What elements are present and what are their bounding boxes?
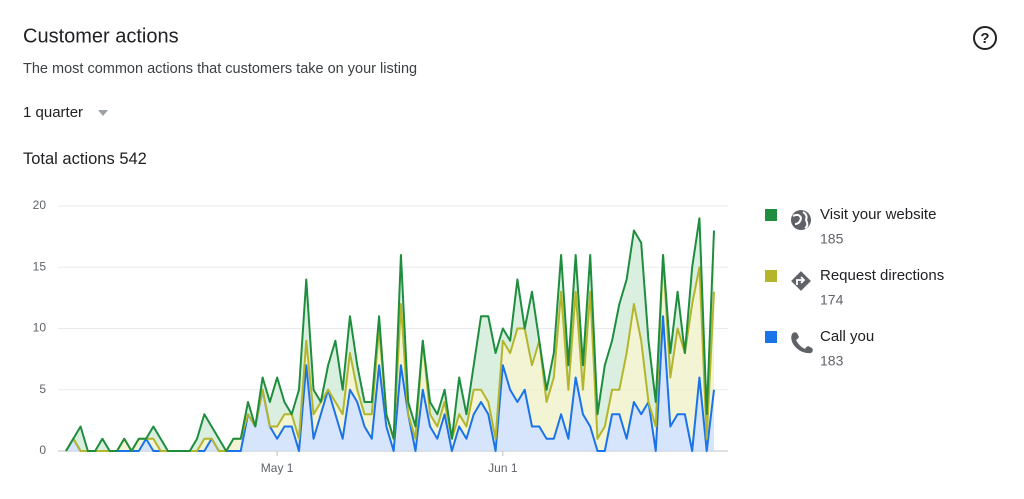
legend-total: 174 bbox=[820, 292, 844, 308]
help-icon[interactable]: ? bbox=[973, 26, 997, 50]
title: Customer actions bbox=[23, 25, 179, 47]
legend-item[interactable]: Call you 183 bbox=[765, 328, 874, 369]
legend-total: 185 bbox=[820, 231, 844, 247]
legend-total: 183 bbox=[820, 353, 844, 369]
legend-label: Visit your website bbox=[820, 206, 936, 223]
help-mark[interactable]: ? bbox=[980, 30, 989, 47]
legend-icons bbox=[791, 210, 813, 354]
series-line bbox=[65, 217, 715, 452]
legend-swatch bbox=[765, 209, 777, 221]
legend-item[interactable]: Request directions 174 bbox=[765, 267, 944, 308]
legend-swatch bbox=[765, 331, 777, 343]
phone-icon bbox=[791, 332, 813, 354]
legend-swatch bbox=[765, 270, 777, 282]
y-tick-label: 0 bbox=[39, 443, 46, 457]
total-label: Total actions bbox=[23, 150, 115, 168]
total-value: 542 bbox=[119, 150, 147, 168]
area-fill bbox=[66, 255, 714, 451]
legend-label: Request directions bbox=[820, 267, 944, 284]
legend-item[interactable]: Visit your website 185 bbox=[765, 206, 936, 247]
help-circle[interactable] bbox=[973, 26, 997, 50]
period-label[interactable]: 1 quarter bbox=[23, 104, 83, 121]
y-tick-label: 5 bbox=[39, 382, 46, 396]
x-tick-label: May 1 bbox=[261, 461, 294, 475]
directions-icon bbox=[791, 271, 811, 291]
legend-label: Call you bbox=[820, 328, 874, 345]
total-actions: Total actions 542 bbox=[23, 150, 147, 168]
period-dropdown[interactable]: 1 quarter bbox=[23, 104, 108, 121]
globe-icon bbox=[791, 210, 811, 230]
subtitle: The most common actions that customers t… bbox=[23, 61, 417, 77]
area-fill bbox=[66, 316, 714, 451]
dropdown-arrow[interactable] bbox=[98, 110, 108, 116]
x-tick-label: Jun 1 bbox=[488, 461, 518, 475]
y-tick-label: 10 bbox=[33, 321, 47, 335]
y-tick-label: 15 bbox=[33, 259, 47, 273]
y-tick-label: 20 bbox=[33, 198, 47, 212]
